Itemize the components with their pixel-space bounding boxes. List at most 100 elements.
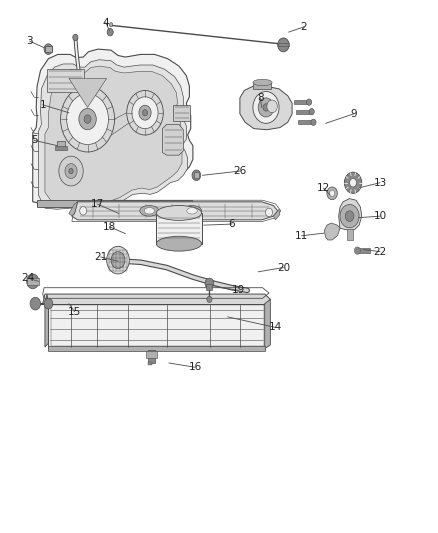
Circle shape: [110, 22, 113, 27]
Text: 6: 6: [229, 219, 235, 229]
Polygon shape: [33, 49, 193, 204]
Circle shape: [327, 187, 337, 200]
Text: 16: 16: [188, 362, 201, 372]
Ellipse shape: [156, 236, 201, 251]
Text: 17: 17: [91, 199, 104, 209]
Circle shape: [139, 106, 151, 120]
Text: 5: 5: [31, 135, 37, 146]
Bar: [278, 43, 289, 46]
Text: 11: 11: [295, 231, 308, 241]
Circle shape: [329, 190, 335, 197]
Text: 19: 19: [232, 285, 245, 295]
Bar: [48, 346, 265, 351]
Bar: [298, 120, 312, 124]
Ellipse shape: [253, 79, 272, 86]
Bar: [148, 362, 152, 365]
Bar: [357, 248, 371, 253]
Circle shape: [60, 86, 115, 152]
Circle shape: [350, 179, 357, 187]
Text: 12: 12: [317, 183, 330, 193]
Circle shape: [80, 207, 87, 215]
Polygon shape: [43, 294, 270, 305]
Bar: [87, 117, 94, 122]
Circle shape: [44, 44, 53, 54]
Ellipse shape: [187, 208, 197, 214]
Text: 4: 4: [102, 18, 109, 28]
Circle shape: [345, 211, 354, 221]
Circle shape: [111, 252, 125, 269]
Text: 21: 21: [94, 252, 107, 262]
Text: 24: 24: [22, 273, 35, 283]
Circle shape: [107, 246, 129, 274]
Bar: [51, 305, 264, 346]
Circle shape: [65, 164, 77, 179]
Polygon shape: [273, 209, 280, 220]
Text: 14: 14: [269, 322, 282, 333]
Text: 8: 8: [257, 93, 264, 103]
Bar: [253, 83, 271, 89]
Bar: [37, 200, 191, 207]
Polygon shape: [45, 294, 48, 347]
Polygon shape: [265, 300, 270, 349]
Circle shape: [258, 98, 274, 117]
Bar: [47, 69, 84, 92]
Polygon shape: [45, 66, 182, 206]
Circle shape: [207, 296, 212, 303]
Polygon shape: [240, 86, 292, 130]
Circle shape: [127, 91, 163, 135]
Text: 9: 9: [350, 109, 357, 119]
Circle shape: [354, 247, 360, 254]
Bar: [346, 229, 353, 240]
Bar: [57, 141, 65, 149]
Polygon shape: [72, 202, 278, 220]
Circle shape: [311, 119, 316, 125]
Circle shape: [59, 156, 83, 186]
Bar: [297, 110, 311, 114]
Text: 13: 13: [374, 177, 387, 188]
Circle shape: [340, 205, 359, 228]
Polygon shape: [39, 60, 187, 209]
Circle shape: [142, 110, 148, 116]
Circle shape: [73, 34, 78, 41]
Circle shape: [67, 94, 109, 144]
Ellipse shape: [183, 206, 201, 216]
Bar: [45, 46, 52, 52]
Text: 18: 18: [102, 222, 116, 232]
Text: 15: 15: [68, 306, 81, 317]
Circle shape: [309, 109, 314, 115]
Circle shape: [132, 97, 158, 128]
Bar: [48, 304, 265, 349]
Text: 3: 3: [26, 36, 33, 46]
Bar: [86, 120, 95, 124]
Circle shape: [205, 278, 214, 289]
Bar: [27, 278, 39, 285]
Circle shape: [267, 100, 277, 113]
Bar: [173, 105, 190, 120]
Circle shape: [84, 115, 91, 123]
Circle shape: [44, 298, 53, 309]
Bar: [294, 100, 308, 104]
Circle shape: [265, 208, 272, 216]
Bar: [206, 284, 212, 290]
Polygon shape: [69, 202, 78, 216]
Bar: [156, 213, 201, 244]
Polygon shape: [324, 223, 340, 240]
Circle shape: [27, 274, 39, 289]
Ellipse shape: [156, 206, 201, 220]
Text: 20: 20: [277, 263, 290, 272]
Circle shape: [69, 168, 73, 174]
Circle shape: [79, 109, 96, 130]
Ellipse shape: [144, 208, 155, 214]
Circle shape: [263, 104, 269, 111]
Bar: [146, 351, 157, 358]
Text: 22: 22: [374, 247, 387, 257]
Polygon shape: [162, 124, 184, 155]
Circle shape: [30, 297, 41, 310]
Circle shape: [253, 92, 279, 123]
Text: 26: 26: [233, 166, 247, 176]
Polygon shape: [339, 199, 362, 230]
Circle shape: [344, 172, 362, 193]
Bar: [194, 172, 199, 179]
Circle shape: [107, 28, 113, 36]
Polygon shape: [69, 78, 107, 108]
